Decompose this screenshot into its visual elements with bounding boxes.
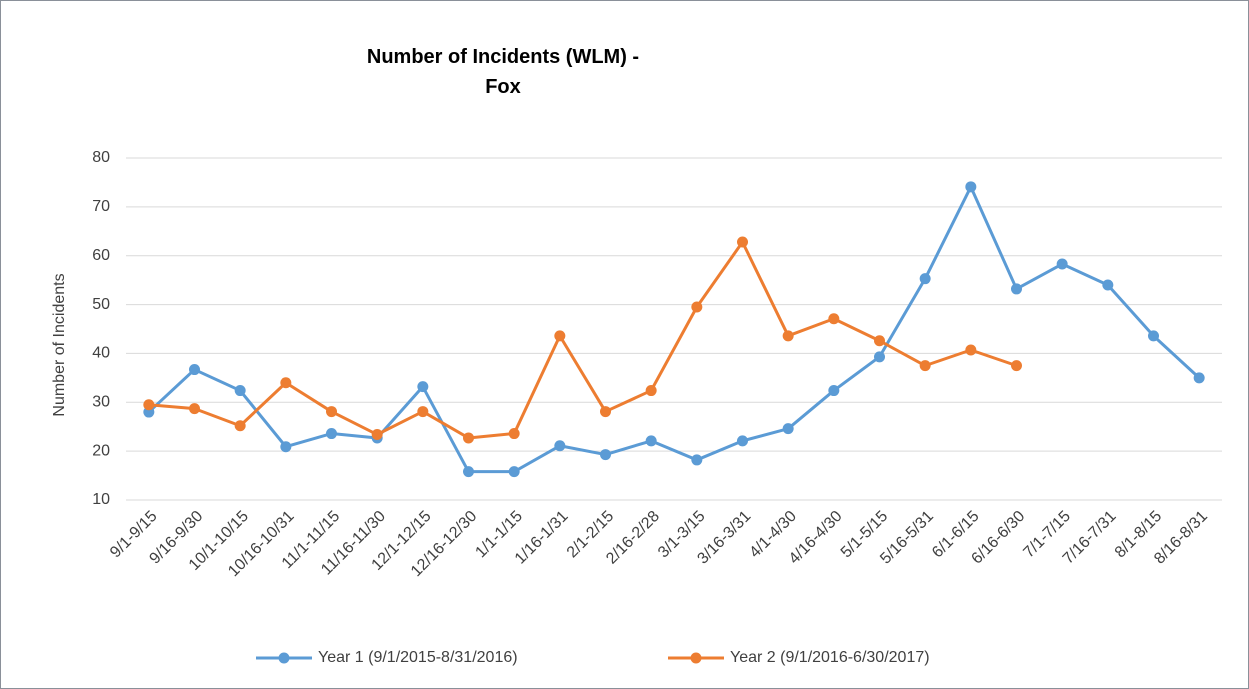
data-point (965, 181, 977, 193)
y-tick-label: 30 (92, 394, 110, 411)
chart-title: Number of Incidents (WLM) - Fox (366, 46, 640, 98)
data-point (371, 429, 383, 441)
data-point (189, 364, 200, 376)
data-point (554, 330, 566, 342)
data-point (782, 330, 794, 342)
y-tick-label: 50 (92, 296, 110, 313)
data-point (737, 236, 748, 248)
data-point (508, 466, 520, 478)
data-point (828, 313, 840, 325)
data-point (463, 466, 474, 478)
data-point (600, 449, 611, 461)
data-point (600, 406, 611, 418)
data-point (280, 441, 292, 453)
data-point (417, 381, 429, 393)
data-point (919, 273, 931, 285)
data-point (965, 344, 977, 356)
data-point (691, 454, 703, 466)
data-point (463, 432, 474, 444)
data-point (508, 428, 520, 440)
data-point (189, 403, 200, 415)
data-point (919, 360, 931, 372)
y-tick-label: 10 (92, 491, 110, 508)
data-point (1056, 258, 1068, 270)
data-point (1102, 279, 1114, 291)
legend-marker (690, 652, 702, 664)
legend-label: Year 1 (9/1/2015-8/31/2016) (318, 649, 518, 666)
data-point (326, 406, 337, 418)
data-point (554, 440, 566, 452)
y-tick-label: 80 (92, 149, 110, 166)
series-line (148, 240, 1017, 440)
legend-marker (278, 652, 290, 664)
y-tick-label: 60 (92, 247, 110, 264)
data-point (234, 420, 246, 432)
data-point (234, 385, 246, 397)
data-point (280, 377, 292, 389)
data-point (828, 385, 840, 397)
data-point (737, 435, 748, 447)
data-point (1193, 372, 1205, 384)
legend-label: Year 2 (9/1/2016-6/30/2017) (730, 649, 930, 666)
data-point (143, 399, 155, 411)
y-tick-label: 70 (92, 198, 110, 215)
data-point (782, 423, 794, 435)
y-tick-label: 20 (92, 442, 110, 459)
data-point (1011, 283, 1022, 295)
data-point (417, 406, 429, 418)
data-point (645, 385, 657, 397)
y-tick-label: 40 (92, 345, 110, 362)
data-point (1148, 330, 1159, 342)
y-axis-label: Number of Incidents (51, 273, 68, 416)
data-point (691, 301, 703, 313)
data-point (1011, 360, 1022, 372)
data-point (645, 435, 657, 447)
data-point (874, 351, 885, 363)
series-line (147, 185, 1201, 474)
data-point (326, 428, 337, 440)
data-point (874, 335, 885, 347)
